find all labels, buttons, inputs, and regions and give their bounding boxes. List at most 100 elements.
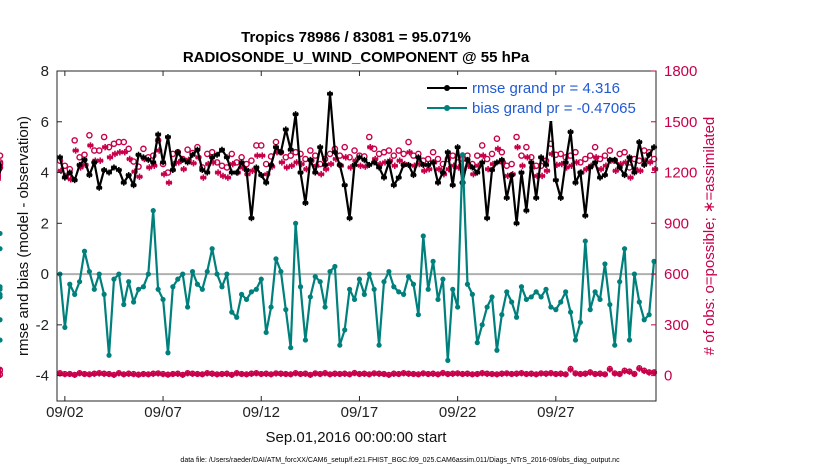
y-axis-label-right: # of obs: o=possible; ∗=assimilated (701, 117, 718, 356)
rmse-point-dot (588, 165, 593, 170)
bias-point (106, 352, 112, 358)
bias-point (130, 299, 137, 305)
bias-point (494, 347, 500, 353)
bias-point (484, 304, 490, 310)
rmse-point-dot (396, 175, 401, 180)
bias-point (263, 329, 269, 336)
rmse-point-dot (377, 165, 381, 170)
bias-point (646, 312, 652, 318)
bias-point (204, 268, 210, 275)
rmse-point-dot (490, 168, 494, 172)
obs-assimilated-low-marker (646, 369, 653, 376)
obs-assimilated-low-marker (140, 371, 147, 378)
bias-point (499, 312, 505, 318)
rmse-point-dot (436, 180, 440, 185)
obs-assimilated-low-marker (430, 370, 437, 377)
bias-point (513, 314, 520, 320)
bias-point (72, 291, 78, 297)
bias-point (121, 301, 127, 308)
bias-point (253, 286, 259, 292)
obs-assimilated-marker (396, 157, 403, 164)
obs-assimilated-low-marker (562, 371, 569, 378)
rmse-point-dot (411, 173, 416, 177)
bias-point (96, 271, 102, 277)
rmse-point-dot (362, 158, 367, 162)
obs-possible-marker (100, 133, 108, 141)
obs-assimilated-marker (514, 143, 521, 151)
obs-assimilated-low-marker (228, 371, 235, 378)
bias-point (489, 294, 495, 300)
bias-point (302, 337, 309, 343)
rmse-point-dot (652, 145, 656, 149)
obs-assimilated-marker (317, 171, 325, 178)
obs-assimilated-low-marker (631, 371, 638, 378)
obs-possible-marker (650, 155, 658, 163)
bias-point (135, 286, 142, 292)
rmse-point-dot (578, 170, 583, 175)
rmse-point-dot (175, 150, 180, 155)
rmse-point-dot (200, 168, 205, 172)
rmse-point-dot (146, 158, 151, 162)
rmse-point-dot (293, 112, 298, 116)
rmse-point-dot (269, 163, 273, 167)
bias-point (116, 271, 122, 277)
bias-point (435, 296, 441, 303)
obs-possible-marker (493, 135, 501, 142)
obs-assimilated-low-marker (194, 371, 201, 378)
obs-assimilated-low-marker (110, 371, 117, 378)
tick-layer: 09/02 09/07 09/12 09/17 09/22 09/27 -4 -2 0 2 4 6 8 0… (36, 63, 698, 421)
y-tick-label-right: 900 (664, 215, 689, 232)
obs-assimilated-low-marker (464, 370, 471, 377)
bias-point (347, 286, 353, 292)
rmse-point-dot (421, 163, 426, 167)
rmse-point-dot (141, 155, 146, 160)
obs-possible-marker (351, 147, 358, 154)
obs-assimilated-low-marker (96, 370, 103, 377)
rmse-point-dot (455, 145, 460, 149)
rmse-point-dot (642, 163, 647, 167)
rmse-point-dot (87, 173, 92, 177)
rmse-point-dot (647, 152, 651, 157)
rmse-point-dot (357, 155, 362, 160)
rmse-point-dot (480, 160, 484, 165)
y-tick-label-left: 8 (41, 63, 49, 80)
obs-assimilated-low-marker (76, 370, 83, 377)
bias-point (307, 294, 313, 300)
bias-point (194, 281, 201, 287)
obs-possible-marker (257, 142, 265, 149)
obs-assimilated-low-marker (543, 370, 550, 377)
bias-point (0, 230, 3, 237)
bias-point (209, 246, 215, 252)
bias-point (479, 322, 485, 328)
rmse-point-dot (441, 170, 445, 175)
obs-possible-marker (523, 143, 530, 151)
obs-assimilated-marker (97, 157, 104, 164)
rmse-point-dot (382, 175, 386, 180)
rmse-point-dot (519, 170, 524, 175)
obs-assimilated-marker (425, 165, 433, 173)
rmse-point-dot (392, 183, 396, 188)
obs-assimilated-marker (249, 167, 256, 175)
bias-point (587, 307, 593, 313)
bias-point (297, 284, 304, 290)
rmse-point-dot (568, 130, 573, 134)
bias-point (577, 319, 583, 325)
y-tick-label-right: 1800 (664, 63, 697, 80)
obs-possible-marker (164, 169, 172, 176)
obs-assimilated-low-marker (385, 371, 392, 378)
obs-assimilated-low-marker (425, 371, 432, 378)
bias-point (111, 276, 117, 282)
bias-point (258, 276, 264, 282)
obs-assimilated-low-marker (322, 370, 329, 377)
obs-possible-marker (307, 147, 314, 154)
bias-point (440, 276, 446, 282)
obs-possible-marker (390, 152, 398, 159)
rmse-point-dot (514, 221, 519, 226)
obs-possible-marker (184, 146, 191, 153)
rmse-point-dot (274, 145, 278, 149)
bias-point (0, 294, 3, 300)
rmse-point-dot (509, 173, 514, 177)
bias-point (631, 271, 637, 277)
rmse-point-dot (244, 168, 249, 172)
